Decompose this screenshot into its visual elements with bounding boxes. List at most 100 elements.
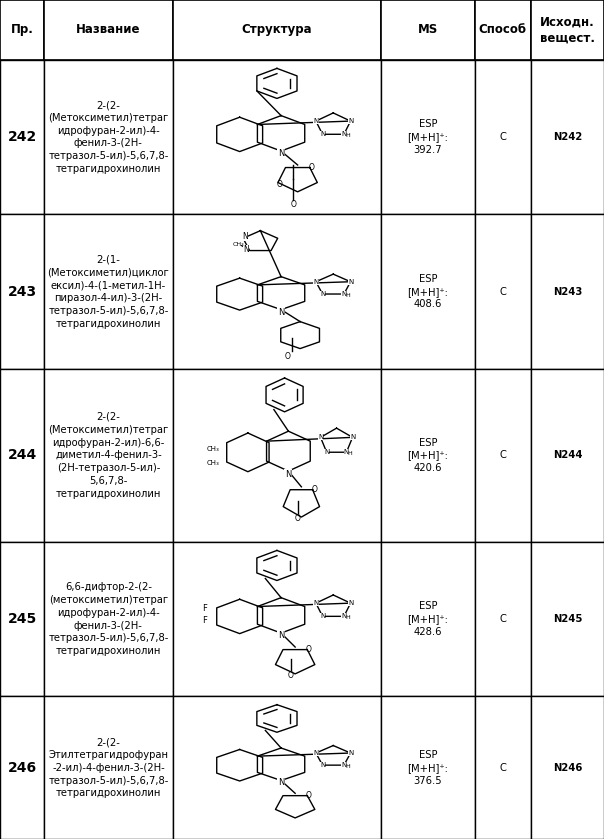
Text: O: O <box>291 200 297 209</box>
Text: O: O <box>306 791 312 800</box>
Bar <box>381 60 475 214</box>
Bar <box>173 60 381 214</box>
Text: N: N <box>318 435 323 440</box>
Text: N: N <box>341 762 347 769</box>
Text: N: N <box>242 232 248 242</box>
Text: 2-(2-
Этилтетрагидрофуран
-2-ил)-4-фенил-3-(2Н-
тетразол-5-ил)-5,6,7,8-
тетрагид: 2-(2- Этилтетрагидрофуран -2-ил)-4-фенил… <box>48 737 169 798</box>
Bar <box>531 0 604 60</box>
Text: Исходн.
вещест.: Исходн. вещест. <box>540 15 595 44</box>
Text: H: H <box>345 763 350 769</box>
Text: CH₃: CH₃ <box>207 446 220 452</box>
Text: C: C <box>500 287 506 297</box>
Text: N: N <box>341 613 347 619</box>
Bar <box>381 369 475 542</box>
Text: CH₃: CH₃ <box>233 242 244 247</box>
Text: H: H <box>345 615 350 620</box>
Bar <box>531 369 604 542</box>
Bar <box>381 214 475 369</box>
Text: F: F <box>202 604 207 613</box>
Text: Пр.: Пр. <box>11 23 33 36</box>
Text: O: O <box>295 514 301 524</box>
Text: H: H <box>345 133 350 138</box>
Text: N: N <box>324 449 329 456</box>
Text: 245: 245 <box>7 612 37 626</box>
Bar <box>475 369 531 542</box>
Bar <box>475 696 531 839</box>
Text: 246: 246 <box>7 761 37 774</box>
Bar <box>381 696 475 839</box>
Text: N: N <box>313 118 318 124</box>
Bar <box>381 0 475 60</box>
Bar <box>0 542 44 696</box>
Text: N242: N242 <box>553 132 582 142</box>
Text: O: O <box>309 163 315 172</box>
Bar <box>0 696 44 839</box>
Text: H: H <box>347 451 352 456</box>
Bar <box>173 369 381 542</box>
Text: ESP
[M+H]⁺:
392.7: ESP [M+H]⁺: 392.7 <box>408 119 448 155</box>
Text: Название: Название <box>76 23 141 36</box>
Text: 6,6-дифтор-2-(2-
(метоксиметил)тетраг
идрофуран-2-ил)-4-
фенил-3-(2Н-
тетразол-5: 6,6-дифтор-2-(2- (метоксиметил)тетраг ид… <box>48 582 169 656</box>
Bar <box>44 60 173 214</box>
Bar <box>44 369 173 542</box>
Bar <box>44 542 173 696</box>
Text: O: O <box>288 671 294 680</box>
Text: 242: 242 <box>7 130 37 144</box>
Text: C: C <box>500 451 506 461</box>
Text: ESP
[M+H]⁺:
408.6: ESP [M+H]⁺: 408.6 <box>408 274 448 310</box>
Text: N: N <box>320 131 325 138</box>
Text: ESP
[M+H]⁺:
428.6: ESP [M+H]⁺: 428.6 <box>408 602 448 637</box>
Text: N: N <box>278 631 284 640</box>
Bar <box>381 542 475 696</box>
Text: C: C <box>500 614 506 624</box>
Text: Структура: Структура <box>242 23 312 36</box>
Text: N: N <box>341 131 347 138</box>
Text: F: F <box>202 616 207 625</box>
Bar <box>531 60 604 214</box>
Text: N: N <box>320 762 325 769</box>
Text: N: N <box>285 470 292 478</box>
Bar <box>173 696 381 839</box>
Text: N: N <box>278 149 284 158</box>
Text: O: O <box>284 352 291 361</box>
Text: N: N <box>313 750 318 756</box>
Text: O: O <box>277 180 282 190</box>
Text: O: O <box>306 645 312 654</box>
Text: N: N <box>350 435 355 440</box>
Text: 2-(2-
(Метоксиметил)тетраг
идрофуран-2-ил)-4-
фенил-3-(2Н-
тетразол-5-ил)-5,6,7,: 2-(2- (Метоксиметил)тетраг идрофуран-2-и… <box>48 100 169 174</box>
Bar <box>0 369 44 542</box>
Bar <box>0 60 44 214</box>
Bar <box>475 214 531 369</box>
Bar <box>44 0 173 60</box>
Bar <box>531 696 604 839</box>
Text: C: C <box>500 763 506 773</box>
Bar <box>0 0 44 60</box>
Text: 244: 244 <box>7 448 37 462</box>
Text: N: N <box>313 279 318 284</box>
Text: O: O <box>311 485 317 494</box>
Text: N: N <box>341 291 347 297</box>
Text: N: N <box>243 245 249 254</box>
Bar <box>475 0 531 60</box>
Text: N: N <box>278 779 284 788</box>
Text: MS: MS <box>418 23 438 36</box>
Text: C: C <box>500 132 506 142</box>
Text: N245: N245 <box>553 614 582 624</box>
Text: N: N <box>320 291 325 297</box>
Text: N: N <box>278 308 284 316</box>
Text: N246: N246 <box>553 763 582 773</box>
Text: N: N <box>348 600 353 606</box>
Text: 2-(1-
(Метоксиметил)циклог
ексил)-4-(1-метил-1Н-
пиразол-4-ил)-3-(2Н-
тетразол-5: 2-(1- (Метоксиметил)циклог ексил)-4-(1-м… <box>48 254 169 329</box>
Text: 2-(2-
(Метоксиметил)тетраг
идрофуран-2-ил)-6,6-
диметил-4-фенил-3-
(2Н-тетразол-: 2-(2- (Метоксиметил)тетраг идрофуран-2-и… <box>48 412 169 498</box>
Bar <box>0 214 44 369</box>
Text: 243: 243 <box>7 284 37 299</box>
Text: CH₃: CH₃ <box>207 461 220 466</box>
Bar <box>173 214 381 369</box>
Text: N: N <box>348 118 353 124</box>
Bar <box>475 542 531 696</box>
Text: N: N <box>344 449 349 456</box>
Text: H: H <box>345 293 350 298</box>
Text: ESP
[M+H]⁺:
420.6: ESP [M+H]⁺: 420.6 <box>408 438 448 473</box>
Text: N243: N243 <box>553 287 582 297</box>
Bar <box>44 214 173 369</box>
